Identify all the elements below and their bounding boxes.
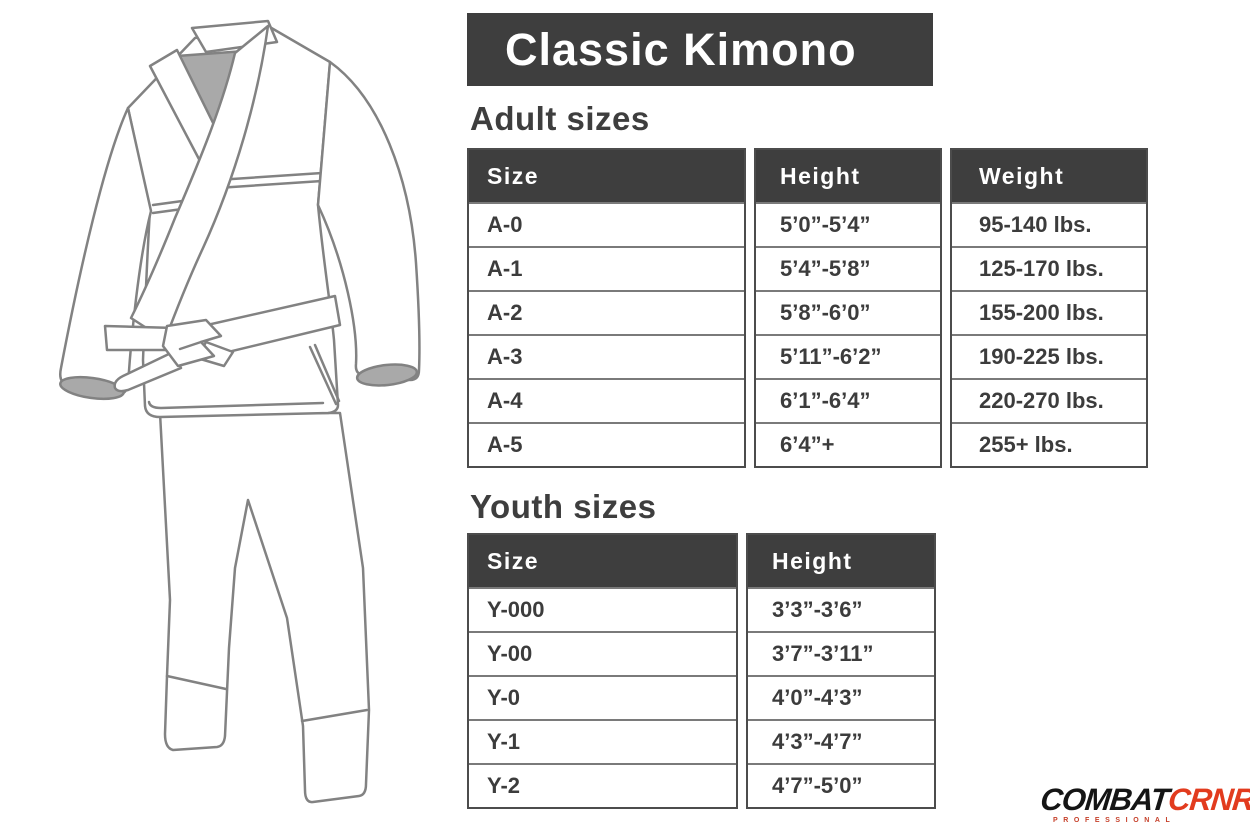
left-cuff-opening <box>59 375 125 401</box>
table-cell: 4’7”-5’0” <box>748 763 934 807</box>
right-sleeve <box>316 60 421 382</box>
youth-sizes-heading: Youth sizes <box>470 488 657 525</box>
table-cell: Y-000 <box>469 587 736 631</box>
table-cell: Y-1 <box>469 719 736 763</box>
title-banner: Classic Kimono <box>467 13 933 86</box>
side-vent <box>308 343 341 406</box>
table-cell: 190-225 lbs. <box>952 334 1146 378</box>
logo-text-crnr: CRNR. <box>1166 782 1250 817</box>
logo-text-combat: COMBAT <box>1038 782 1171 817</box>
table-cell: 255+ lbs. <box>952 422 1146 466</box>
table-cell: 5’8”-6’0” <box>756 290 940 334</box>
chest-seam <box>151 171 324 215</box>
table-cell: A-0 <box>469 202 744 246</box>
adult-sizes-heading: Adult sizes <box>470 100 650 137</box>
youth-height-header: Height <box>748 535 934 587</box>
gi-pants <box>158 411 371 804</box>
table-cell: A-3 <box>469 334 744 378</box>
hem-inner-line <box>147 400 325 410</box>
table-cell: 95-140 lbs. <box>952 202 1146 246</box>
adult-size-header: Size <box>469 150 744 202</box>
table-cell: A-2 <box>469 290 744 334</box>
right-cuff-opening <box>355 363 419 387</box>
youth-height-column: Height 3’3”-3’6” 3’7”-3’11” 4’0”-4’3” 4’… <box>746 533 936 809</box>
logo-wordmark: COMBATCRNR. <box>1038 782 1250 817</box>
youth-size-column: Size Y-000 Y-00 Y-0 Y-1 Y-2 <box>467 533 738 809</box>
table-cell: Y-2 <box>469 763 736 807</box>
right-cuff-seam <box>300 708 369 723</box>
table-cell: 4’3”-4’7” <box>748 719 934 763</box>
table-cell: 220-270 lbs. <box>952 378 1146 422</box>
table-cell: Y-00 <box>469 631 736 675</box>
youth-size-header: Size <box>469 535 736 587</box>
table-cell: 3’3”-3’6” <box>748 587 934 631</box>
belt-knot <box>161 318 223 368</box>
table-cell: 5’0”-5’4” <box>756 202 940 246</box>
adult-sizes-table: Size A-0 A-1 A-2 A-3 A-4 A-5 Height 5’0”… <box>467 148 1148 468</box>
adult-size-column: Size A-0 A-1 A-2 A-3 A-4 A-5 <box>467 148 746 468</box>
table-cell: A-5 <box>469 422 744 466</box>
belt-tail <box>113 350 183 393</box>
page-title: Classic Kimono <box>505 23 857 75</box>
gi-sleeves <box>59 60 421 401</box>
gi-collar <box>129 19 279 342</box>
table-cell: Y-0 <box>469 675 736 719</box>
combat-corner-logo: COMBATCRNR. PROFESSIONAL <box>1038 782 1250 824</box>
logo-subtext: PROFESSIONAL <box>1053 817 1176 824</box>
adult-height-column: Height 5’0”-5’4” 5’4”-5’8” 5’8”-6’0” 5’1… <box>754 148 942 468</box>
left-cuff-seam <box>165 674 228 691</box>
adult-height-header: Height <box>756 150 940 202</box>
table-cell: 5’11”-6’2” <box>756 334 940 378</box>
adult-weight-column: Weight 95-140 lbs. 125-170 lbs. 155-200 … <box>950 148 1148 468</box>
table-cell: 6’1”-6’4” <box>756 378 940 422</box>
table-cell: 3’7”-3’11” <box>748 631 934 675</box>
table-cell: A-1 <box>469 246 744 290</box>
table-cell: 125-170 lbs. <box>952 246 1146 290</box>
table-cell: A-4 <box>469 378 744 422</box>
table-cell: 4’0”-4’3” <box>748 675 934 719</box>
kimono-line-drawing <box>59 19 421 804</box>
gi-belt <box>103 294 342 393</box>
youth-sizes-table: Size Y-000 Y-00 Y-0 Y-1 Y-2 Height 3’3”-… <box>467 533 936 809</box>
adult-weight-header: Weight <box>952 150 1146 202</box>
table-cell: 155-200 lbs. <box>952 290 1146 334</box>
table-cell: 5’4”-5’8” <box>756 246 940 290</box>
table-cell: 6’4”+ <box>756 422 940 466</box>
